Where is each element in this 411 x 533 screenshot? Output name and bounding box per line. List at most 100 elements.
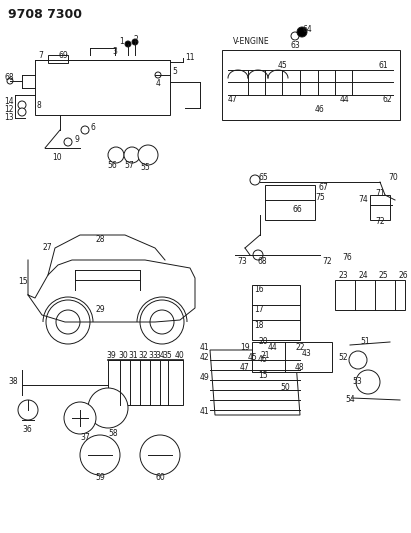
Circle shape bbox=[64, 138, 72, 146]
Text: 57: 57 bbox=[124, 160, 134, 169]
Circle shape bbox=[253, 250, 263, 260]
Text: 56: 56 bbox=[107, 160, 117, 169]
Text: 25: 25 bbox=[378, 271, 388, 279]
Circle shape bbox=[64, 402, 96, 434]
Text: 29: 29 bbox=[95, 305, 105, 314]
Polygon shape bbox=[210, 350, 300, 415]
Text: 73: 73 bbox=[237, 257, 247, 266]
Text: 24: 24 bbox=[358, 271, 367, 279]
Text: 70: 70 bbox=[388, 174, 398, 182]
Text: 46: 46 bbox=[315, 106, 325, 115]
Circle shape bbox=[140, 300, 184, 344]
Circle shape bbox=[18, 101, 26, 109]
Text: 13: 13 bbox=[4, 114, 14, 123]
Text: 45: 45 bbox=[248, 353, 258, 362]
Text: 23: 23 bbox=[338, 271, 348, 279]
Text: 47: 47 bbox=[228, 95, 238, 104]
Circle shape bbox=[7, 78, 13, 84]
Bar bbox=[252, 342, 332, 372]
Text: 41: 41 bbox=[200, 343, 210, 352]
Text: 38: 38 bbox=[8, 377, 18, 386]
Text: 68: 68 bbox=[4, 74, 14, 83]
Text: 58: 58 bbox=[108, 429, 118, 438]
Bar bbox=[108, 360, 183, 405]
Text: 43: 43 bbox=[302, 349, 312, 358]
Text: 65: 65 bbox=[258, 174, 268, 182]
Text: 51: 51 bbox=[360, 337, 369, 346]
Circle shape bbox=[138, 145, 158, 165]
Text: 67: 67 bbox=[318, 183, 328, 192]
Text: 19: 19 bbox=[240, 343, 249, 351]
Text: 17: 17 bbox=[254, 305, 263, 314]
Text: 26: 26 bbox=[398, 271, 408, 279]
Text: 33: 33 bbox=[148, 351, 158, 359]
Bar bbox=[48, 55, 68, 63]
Text: 6: 6 bbox=[90, 124, 95, 133]
Text: 71: 71 bbox=[375, 189, 385, 198]
Text: 74: 74 bbox=[358, 196, 368, 205]
Text: 44: 44 bbox=[340, 95, 350, 104]
Text: 75: 75 bbox=[315, 193, 325, 203]
Circle shape bbox=[124, 147, 140, 163]
Text: 41: 41 bbox=[200, 408, 210, 416]
Circle shape bbox=[356, 370, 380, 394]
Text: 72: 72 bbox=[375, 217, 385, 227]
Text: 72: 72 bbox=[322, 257, 332, 266]
Text: 69: 69 bbox=[58, 51, 68, 60]
Text: 60: 60 bbox=[155, 473, 165, 482]
Bar bbox=[35, 60, 170, 115]
Text: 36: 36 bbox=[22, 425, 32, 434]
Text: 61: 61 bbox=[378, 61, 388, 69]
Circle shape bbox=[46, 300, 90, 344]
Text: 1: 1 bbox=[119, 37, 124, 46]
Text: 3: 3 bbox=[112, 47, 117, 56]
Text: 44: 44 bbox=[268, 343, 278, 352]
Text: 68: 68 bbox=[257, 257, 267, 266]
Text: 12: 12 bbox=[4, 106, 14, 115]
Circle shape bbox=[18, 108, 26, 116]
Text: 20: 20 bbox=[258, 337, 268, 346]
Text: 22: 22 bbox=[295, 343, 305, 351]
Text: 28: 28 bbox=[95, 236, 104, 245]
Text: 42: 42 bbox=[200, 353, 210, 362]
Text: 14: 14 bbox=[4, 98, 14, 107]
Text: 32: 32 bbox=[138, 351, 148, 359]
Circle shape bbox=[297, 27, 307, 37]
Text: 37: 37 bbox=[80, 432, 90, 441]
Text: 66: 66 bbox=[292, 206, 302, 214]
Circle shape bbox=[155, 72, 161, 78]
Text: 34: 34 bbox=[155, 351, 165, 359]
Text: 16: 16 bbox=[254, 286, 263, 295]
Text: 18: 18 bbox=[254, 320, 263, 329]
Text: 45: 45 bbox=[278, 61, 288, 69]
Bar bbox=[370, 195, 390, 220]
Bar bbox=[252, 285, 300, 340]
Text: 9708 7300: 9708 7300 bbox=[8, 7, 82, 20]
Text: 46: 46 bbox=[258, 356, 268, 365]
Circle shape bbox=[150, 310, 174, 334]
Text: 47: 47 bbox=[240, 364, 250, 373]
Text: 15: 15 bbox=[258, 370, 268, 379]
Text: 39: 39 bbox=[106, 351, 116, 359]
Text: 9: 9 bbox=[74, 135, 79, 144]
Text: 10: 10 bbox=[52, 154, 62, 163]
Circle shape bbox=[250, 175, 260, 185]
Text: 40: 40 bbox=[175, 351, 185, 359]
Text: 64: 64 bbox=[302, 26, 312, 35]
Text: 52: 52 bbox=[338, 353, 348, 362]
Text: 76: 76 bbox=[342, 254, 352, 262]
Text: 11: 11 bbox=[185, 53, 194, 62]
Text: 30: 30 bbox=[118, 351, 128, 359]
Bar bbox=[265, 185, 315, 220]
Circle shape bbox=[81, 126, 89, 134]
Text: 27: 27 bbox=[42, 244, 52, 253]
Circle shape bbox=[88, 388, 128, 428]
Text: V-ENGINE: V-ENGINE bbox=[233, 37, 270, 46]
Circle shape bbox=[140, 435, 180, 475]
Circle shape bbox=[291, 32, 299, 40]
Text: 5: 5 bbox=[172, 68, 177, 77]
Text: 62: 62 bbox=[382, 95, 392, 104]
Circle shape bbox=[349, 351, 367, 369]
Text: 35: 35 bbox=[162, 351, 172, 359]
Text: 31: 31 bbox=[128, 351, 138, 359]
